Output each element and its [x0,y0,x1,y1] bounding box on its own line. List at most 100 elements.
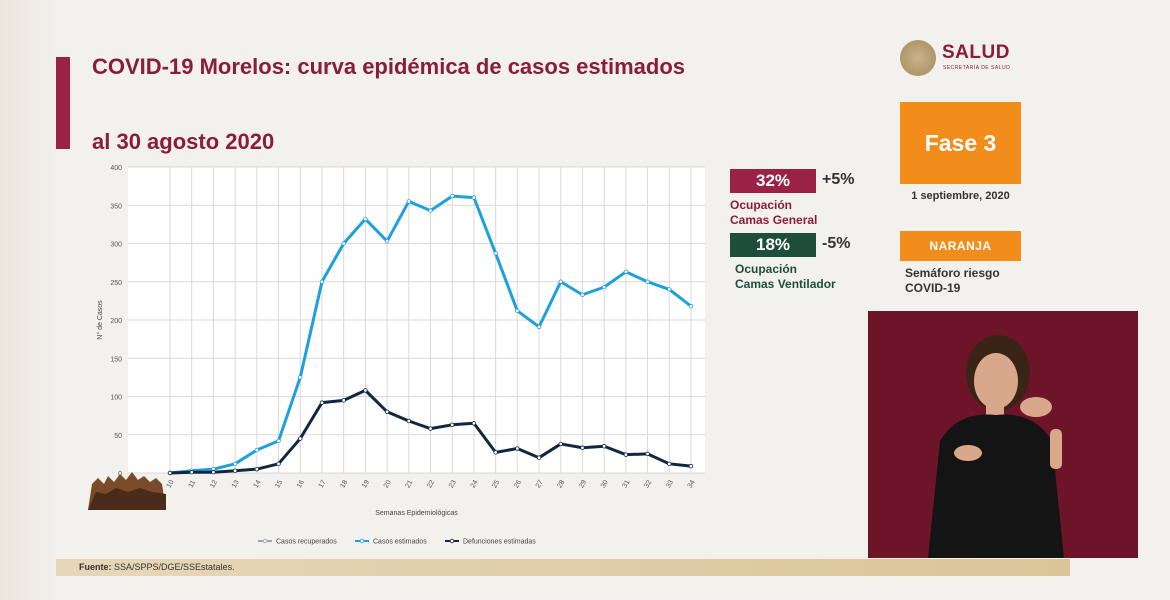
heroes-illustration [88,472,166,510]
occupancy-ventilator-badge: 18% [730,233,816,257]
x-tick-label: 19 [361,479,371,489]
series-defunciones-point [536,455,542,460]
y-tick-label: 150 [110,356,122,363]
footer-bar [56,559,1070,576]
series-defunciones-point [428,426,433,431]
occupancy-general-badge: 32% [730,169,816,193]
series-estimados-point [298,375,303,380]
series-estimados-point [515,308,520,314]
x-tick-label: 33 [665,479,675,489]
x-tick-label: 22 [426,479,436,489]
x-tick-label: 26 [513,479,523,489]
series-defunciones-point [667,461,672,467]
occupancy-ventilator-label-line2: Camas Ventilador [735,277,836,291]
y-tick-label: 300 [110,242,122,249]
series-estimados-point [450,193,455,199]
x-tick-label: 31 [622,479,632,489]
title-accent-bar [56,57,70,149]
background-decoration [0,0,60,600]
x-tick-label: 20 [383,479,393,489]
page-subtitle: al 30 agosto 2020 [92,129,275,154]
legend-label: Casos estimados [373,539,427,546]
series-defunciones-point [298,436,303,441]
occupancy-ventilator-label-line1: Ocupación [735,262,798,276]
x-tick-label: 12 [209,479,219,489]
series-defunciones-point [341,398,346,403]
occupancy-general-label-line2: Camas General [730,213,818,227]
salud-logo: SALUD SECRETARÍA DE SALUD [900,40,1040,80]
series-estimados-point [428,208,433,213]
source-text: SSA/SPPS/DGE/SSEstatales. [114,562,235,572]
series-estimados-point [558,279,563,284]
y-tick-label: 400 [110,165,122,172]
epidemic-curve-chart: 0501001502002503003504001011121314151617… [96,165,705,546]
series-estimados-point [580,292,585,297]
series-defunciones-point [688,463,694,469]
x-tick-label: 34 [687,479,697,489]
fase-date: 1 septiembre, 2020 [911,190,1010,202]
x-tick-label: 18 [339,479,349,489]
series-defunciones-point [167,470,173,476]
series-estimados-point [363,216,368,222]
logo-text: SALUD [942,42,1010,63]
series-defunciones-point [232,468,238,473]
interpreter-figure [868,311,1138,558]
legend-marker [359,538,365,544]
series-defunciones-point [493,450,498,455]
legend-marker [449,538,455,544]
x-tick-label: 14 [253,479,263,489]
seal-icon [900,40,936,76]
legend-label: Casos recuperados [276,539,337,546]
series-defunciones-point [189,470,194,475]
x-tick-label: 10 [166,479,176,489]
x-axis-label: Semanas Epidemiológicas [375,510,458,517]
series-defunciones-point [406,418,411,424]
series-estimados-point [276,438,281,444]
series-defunciones-point [384,409,390,414]
sign-language-interpreter-video [868,311,1138,558]
y-axis-label: N° de Casos [96,300,104,340]
series-defunciones-point [471,421,477,426]
series-defunciones-point [254,466,260,472]
occupancy-ventilator-label: Ocupación Camas Ventilador [735,262,885,292]
occupancy-ventilator-change: -5% [822,235,851,252]
x-tick-label: 17 [318,479,328,489]
series-defunciones-point [211,470,216,475]
semaforo-label: Semáforo riesgo COVID-19 [905,266,1000,295]
legend-marker [262,538,268,544]
series-defunciones-point [580,445,585,450]
page-title: COVID-19 Morelos: curva epidémica de cas… [92,54,686,79]
series-defunciones-point [450,422,455,428]
series-defunciones-point [319,400,325,405]
series-estimados-point [232,461,238,467]
series-defunciones-point [363,388,368,393]
series-defunciones-point [645,451,650,457]
series-defunciones-point [515,446,520,451]
x-tick-label: 23 [448,479,458,489]
series-estimados-point [536,324,542,330]
logo-subtext: SECRETARÍA DE SALUD [943,65,1011,71]
x-tick-label: 30 [600,479,610,489]
series-defunciones-point [558,441,563,447]
x-tick-label: 11 [188,479,198,489]
source-label: Fuente: [79,562,112,572]
x-tick-label: 24 [470,479,480,489]
x-tick-label: 29 [578,479,588,489]
y-tick-label: 350 [110,203,122,210]
fase-badge: Fase 3 [900,102,1021,184]
series-estimados-point [384,239,390,244]
series-estimados-point [688,304,694,309]
series-estimados-point [341,241,346,246]
occupancy-general-change: +5% [822,171,855,188]
series-estimados-point [601,284,607,290]
x-tick-label: 27 [535,479,545,489]
x-tick-label: 21 [405,479,415,489]
y-tick-label: 200 [110,318,122,325]
series-defunciones-point [276,461,281,467]
y-tick-label: 100 [110,395,122,402]
series-estimados-point [493,251,498,256]
series-estimados-point [406,199,411,204]
x-tick-label: 15 [274,479,284,489]
occupancy-general-label: Ocupación Camas General [730,198,880,228]
x-tick-label: 16 [296,479,306,489]
